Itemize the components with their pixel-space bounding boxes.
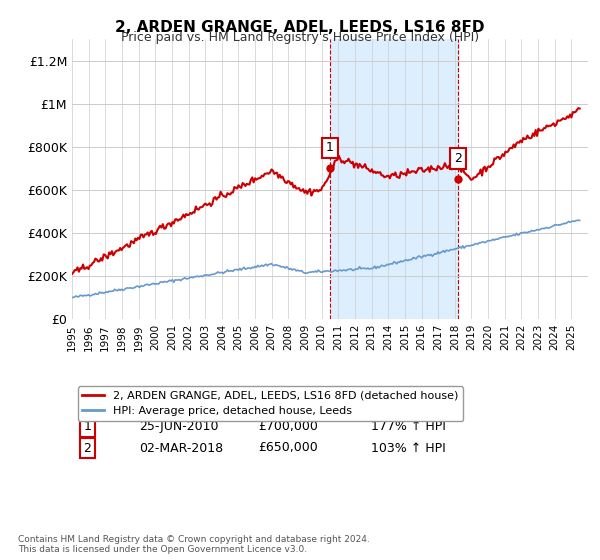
Legend: 2, ARDEN GRANGE, ADEL, LEEDS, LS16 8FD (detached house), HPI: Average price, det: 2, ARDEN GRANGE, ADEL, LEEDS, LS16 8FD (… — [77, 386, 463, 421]
Text: 2: 2 — [83, 441, 91, 455]
Text: 177% ↑ HPI: 177% ↑ HPI — [371, 421, 446, 433]
Text: 1: 1 — [83, 421, 91, 433]
Text: £700,000: £700,000 — [258, 421, 317, 433]
Text: 25-JUN-2010: 25-JUN-2010 — [139, 421, 218, 433]
Text: 2, ARDEN GRANGE, ADEL, LEEDS, LS16 8FD: 2, ARDEN GRANGE, ADEL, LEEDS, LS16 8FD — [115, 20, 485, 35]
Text: 02-MAR-2018: 02-MAR-2018 — [139, 441, 223, 455]
Text: 1: 1 — [326, 142, 334, 155]
Text: Price paid vs. HM Land Registry's House Price Index (HPI): Price paid vs. HM Land Registry's House … — [121, 31, 479, 44]
Text: Contains HM Land Registry data © Crown copyright and database right 2024.
This d: Contains HM Land Registry data © Crown c… — [18, 535, 370, 554]
Text: £650,000: £650,000 — [258, 441, 317, 455]
Text: 103% ↑ HPI: 103% ↑ HPI — [371, 441, 446, 455]
Text: 2: 2 — [454, 152, 462, 165]
Bar — [330, 39, 458, 319]
